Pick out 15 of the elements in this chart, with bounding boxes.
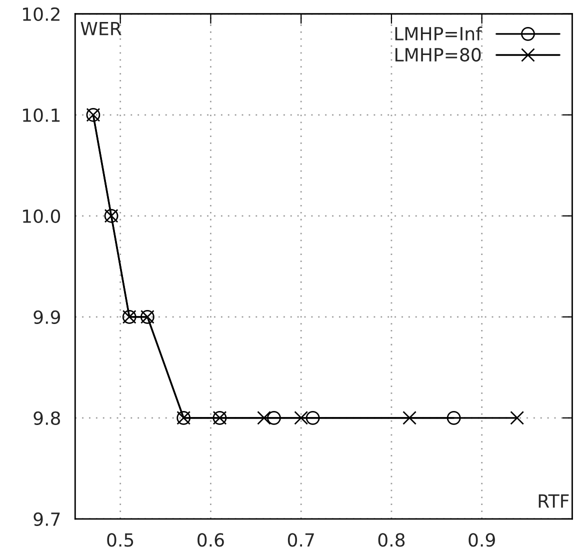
x-tick-label: 0.9: [468, 533, 495, 547]
x-tick-label: 0.6: [198, 533, 224, 547]
y-axis-title: WER: [80, 22, 122, 36]
y-tick-label: 9.8: [34, 411, 60, 426]
x-tick-label: 0.8: [378, 533, 405, 547]
x-tick-label: 0.5: [107, 533, 134, 547]
x-tick-label: 0.7: [288, 533, 314, 547]
y-tick-label: 9.9: [34, 310, 60, 324]
y-tick-label: 10.2: [23, 7, 60, 21]
y-tick-label: 10.1: [23, 108, 60, 122]
y-tick-label: 9.7: [34, 512, 60, 526]
y-tick-label: 10.0: [23, 209, 60, 224]
x-axis-title: RTF: [538, 494, 569, 508]
legend-label: LMHP=80: [396, 48, 481, 62]
legend-label: LMHP=Inf: [395, 26, 482, 40]
